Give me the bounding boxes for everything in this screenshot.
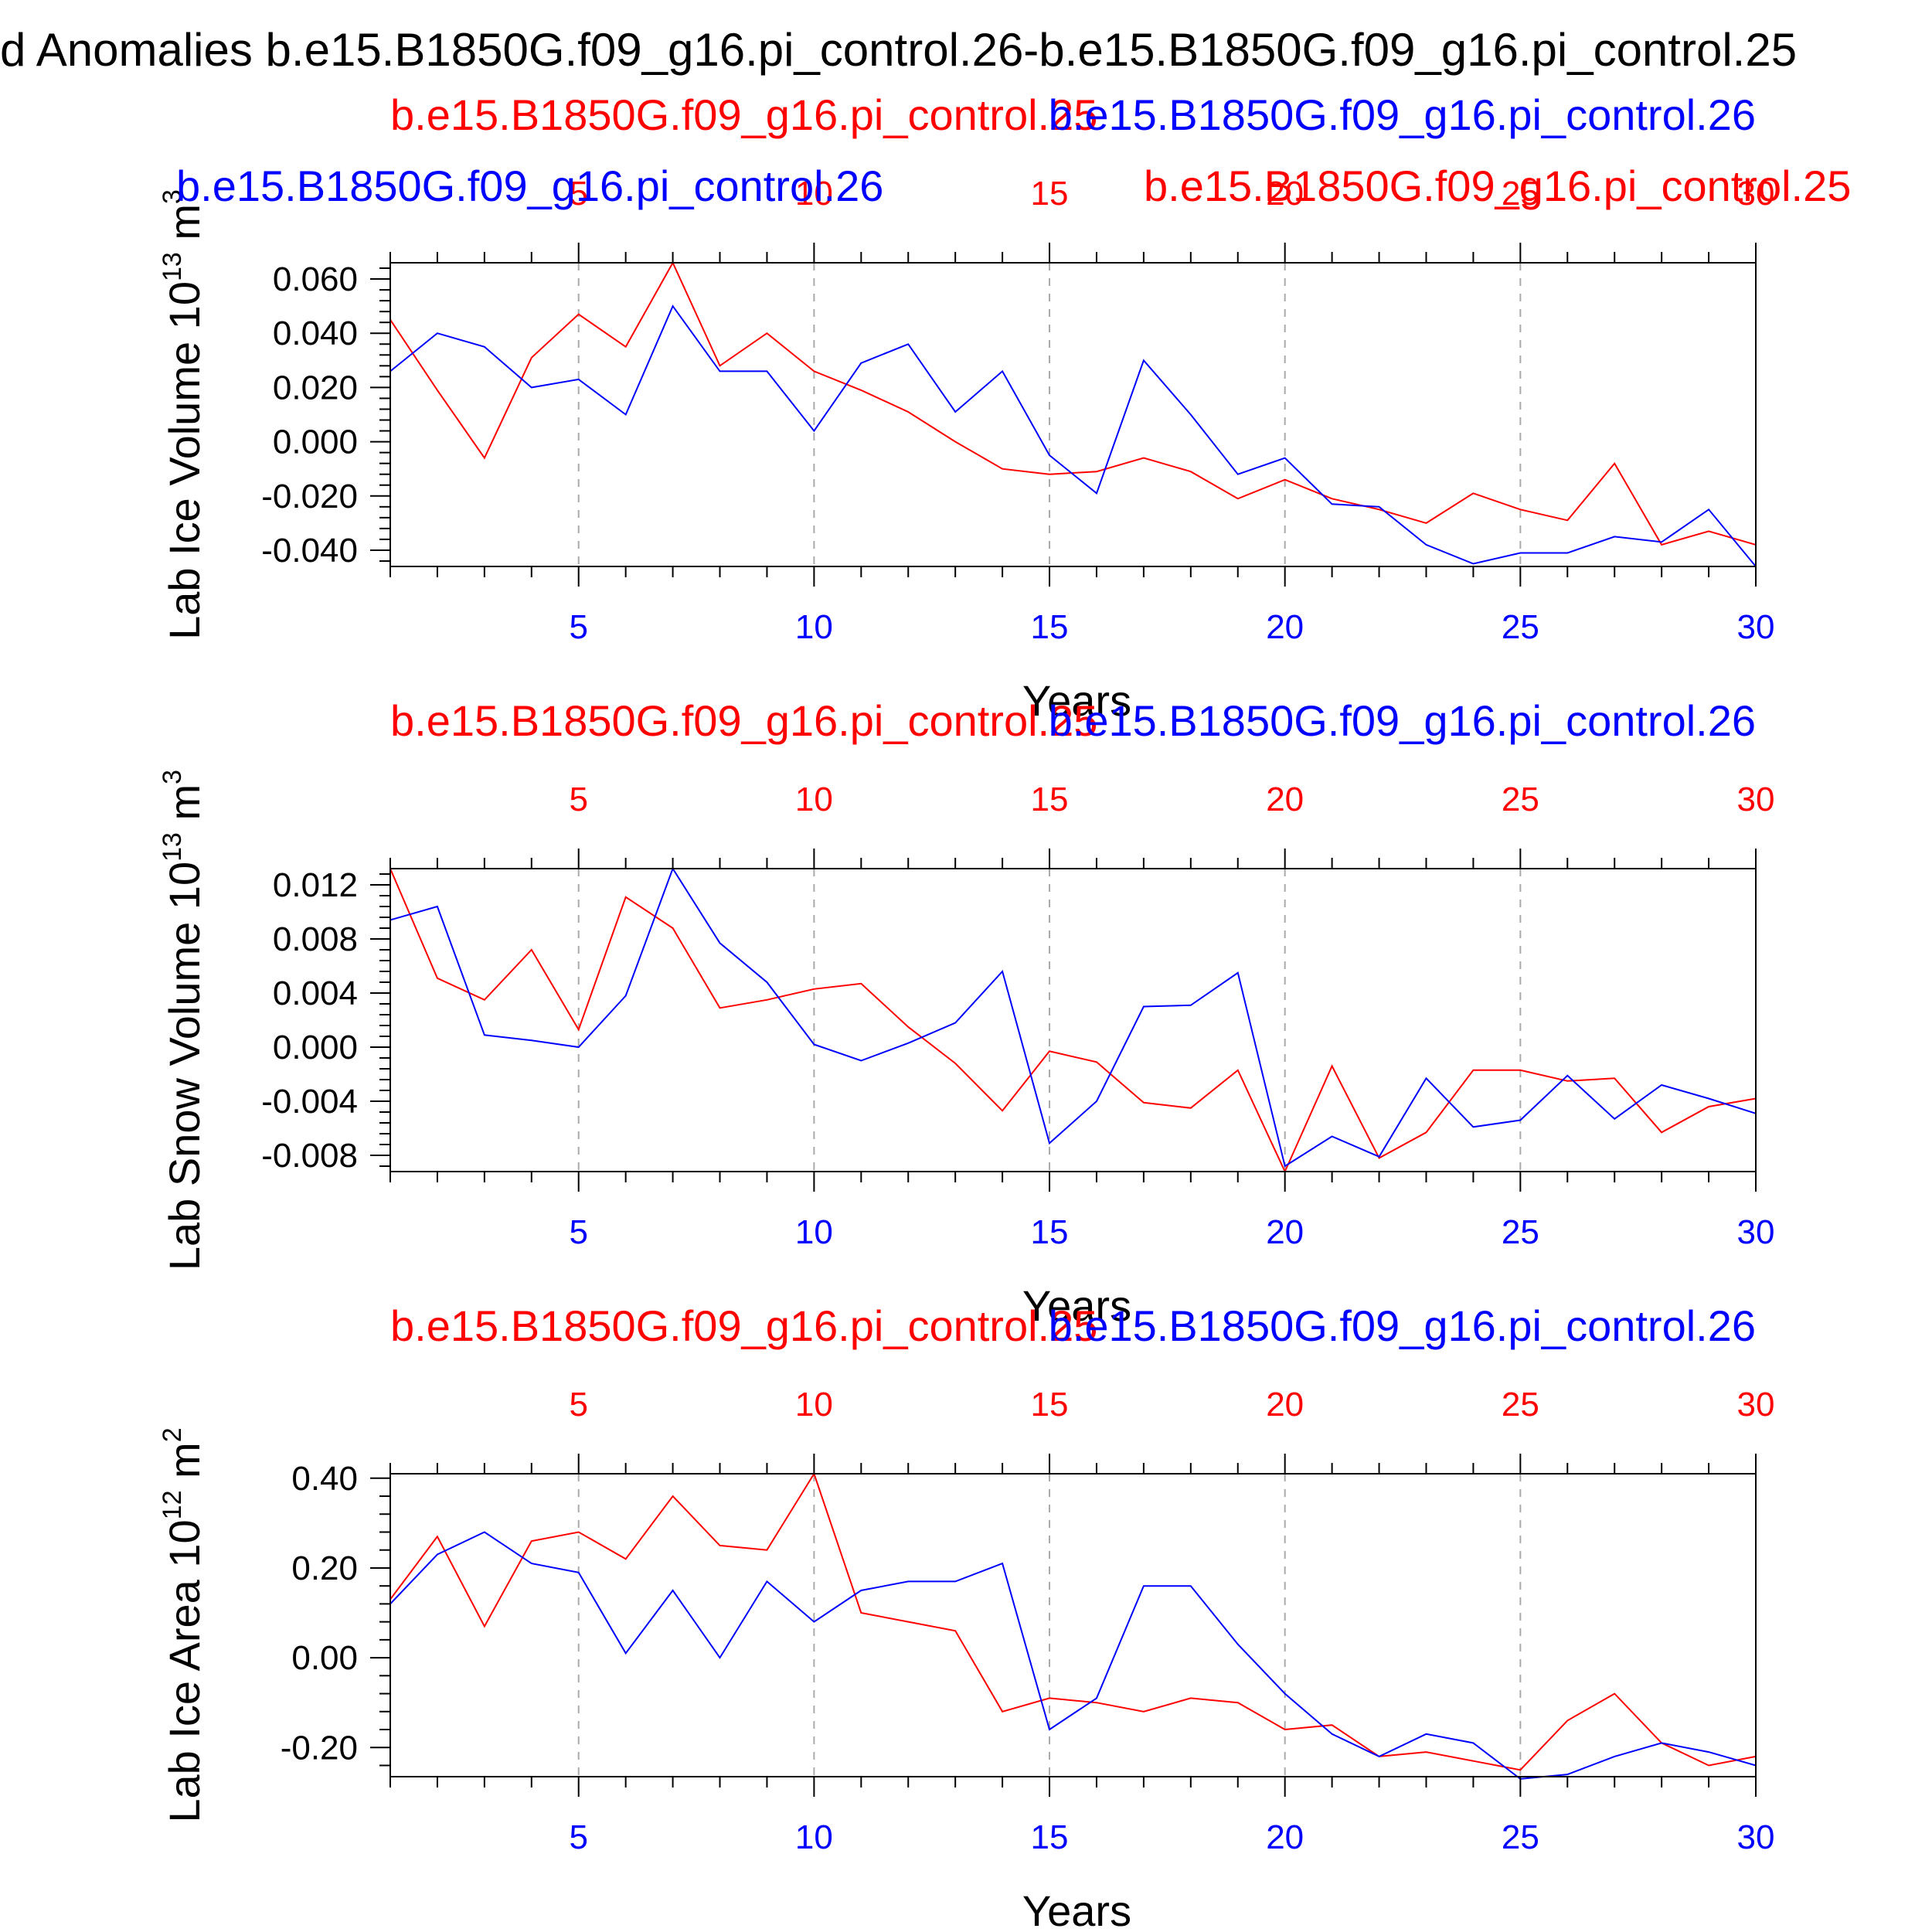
y-tick-label: 0.004 — [273, 975, 358, 1012]
x-axis-label: Years — [1022, 676, 1131, 725]
series-line — [389, 304, 1757, 567]
x-tick-label-top: 30 — [1737, 1386, 1775, 1423]
x-tick-label-top: 10 — [795, 175, 833, 213]
y-tick-label: 0.040 — [273, 315, 358, 352]
x-tick-label-bottom: 30 — [1737, 608, 1775, 646]
y-tick-label: 0.020 — [273, 369, 358, 406]
x-tick-label-bottom: 30 — [1737, 1213, 1775, 1251]
x-tick-label-bottom: 10 — [795, 608, 833, 646]
y-axis-label: Lab Ice Area 1012 m2 — [158, 1427, 209, 1822]
legend-label-run26: b.e15.B1850G.f09_g16.pi_control.26 — [1049, 90, 1756, 139]
panel-1: 5 5 10 10 15 15 20 20 25 25 30 30 -0.040 -0.020 0.000 0… — [158, 90, 1851, 725]
x-tick-label-bottom: 25 — [1502, 1213, 1539, 1251]
x-tick-label-top: 10 — [795, 1386, 833, 1423]
x-tick-label-bottom: 5 — [569, 1213, 587, 1251]
x-tick-label-top: 30 — [1737, 781, 1775, 818]
y-axis-label: Lab Snow Volume 1013 m3 — [158, 770, 209, 1270]
x-tick-label-bottom: 5 — [569, 608, 587, 646]
x-tick-label-bottom: 15 — [1031, 1213, 1069, 1251]
x-tick-label-top: 10 — [795, 781, 833, 818]
x-tick-label-top: 15 — [1031, 175, 1069, 213]
x-tick-label-top: 15 — [1031, 1386, 1069, 1423]
x-tick-label-bottom: 20 — [1266, 608, 1304, 646]
y-tick-label: 0.008 — [273, 920, 358, 958]
x-tick-label-bottom: 15 — [1031, 1818, 1069, 1856]
y-tick-label: -0.040 — [261, 532, 358, 570]
panel-2: 5 5 10 10 15 15 20 20 25 25 30 30 -0.008 -0.004 0.000 0… — [158, 696, 1774, 1330]
y-tick-label: 0.000 — [273, 423, 358, 461]
x-tick-label-bottom: 15 — [1031, 608, 1069, 646]
y-tick-label: 0.000 — [273, 1029, 358, 1066]
figure-title: d Anomalies b.e15.B1850G.f09_g16.pi_cont… — [0, 24, 1797, 76]
x-axis-label: Years — [1022, 1886, 1131, 1932]
plot-frame — [389, 1473, 1757, 1777]
x-axis-label: Years — [1022, 1281, 1131, 1330]
legend-label-run26: b.e15.B1850G.f09_g16.pi_control.26 — [1049, 1301, 1756, 1350]
x-tick-label-top: 25 — [1502, 1386, 1539, 1423]
x-tick-label-bottom: 30 — [1737, 1818, 1775, 1856]
x-tick-label-bottom: 25 — [1502, 1818, 1539, 1856]
x-tick-label-bottom: 10 — [795, 1818, 833, 1856]
y-axis-label: Lab Ice Volume 1013 m3 — [158, 189, 209, 640]
panel-3: 5 5 10 10 15 15 20 20 25 25 30 30 -0.20 0.00 0.20 0.40 L… — [158, 1301, 1774, 1932]
series-line — [389, 1531, 1757, 1780]
series-line — [389, 260, 1757, 546]
y-tick-label: -0.008 — [261, 1137, 358, 1175]
x-tick-label-bottom: 25 — [1502, 608, 1539, 646]
legend-label-run25: b.e15.B1850G.f09_g16.pi_control.25 — [390, 90, 1097, 139]
legend-label-run25: b.e15.B1850G.f09_g16.pi_control.25 — [390, 1301, 1097, 1350]
y-tick-label: 0.012 — [273, 866, 358, 904]
y-tick-label: 0.40 — [291, 1460, 358, 1498]
x-tick-label-top: 5 — [569, 1386, 587, 1423]
plot-frame — [389, 868, 1757, 1172]
series-line — [389, 866, 1757, 1168]
x-tick-label-top: 25 — [1502, 781, 1539, 818]
x-tick-label-top: 5 — [569, 175, 587, 213]
y-tick-label: 0.20 — [291, 1549, 358, 1587]
legend-extra-run26: b.e15.B1850G.f09_g16.pi_control.26 — [176, 162, 883, 210]
y-tick-label: 0.060 — [273, 260, 358, 298]
x-tick-label-bottom: 20 — [1266, 1213, 1304, 1251]
legend-label-run25: b.e15.B1850G.f09_g16.pi_control.25 — [390, 696, 1097, 745]
x-tick-label-top: 15 — [1031, 781, 1069, 818]
y-tick-label: 0.00 — [291, 1639, 358, 1677]
legend-extra-run25: b.e15.B1850G.f09_g16.pi_control.25 — [1144, 162, 1851, 210]
x-tick-label-top: 5 — [569, 781, 587, 818]
plot-frame — [389, 262, 1757, 567]
panels: 5 5 10 10 15 15 20 20 25 25 30 30 -0.040 -0.020 0.000 0… — [158, 90, 1851, 1932]
y-tick-label: -0.020 — [261, 478, 358, 515]
x-tick-label-top: 20 — [1266, 1386, 1304, 1423]
x-tick-label-bottom: 20 — [1266, 1818, 1304, 1856]
y-tick-label: -0.20 — [281, 1729, 358, 1767]
x-tick-label-top: 25 — [1502, 175, 1539, 213]
x-tick-label-top: 30 — [1737, 175, 1775, 213]
series-line — [389, 868, 1757, 1174]
x-tick-label-bottom: 5 — [569, 1818, 587, 1856]
y-tick-label: -0.004 — [261, 1083, 358, 1121]
series-line — [389, 1471, 1757, 1771]
x-tick-label-top: 20 — [1266, 781, 1304, 818]
legend-label-run26: b.e15.B1850G.f09_g16.pi_control.26 — [1049, 696, 1756, 745]
x-tick-label-bottom: 10 — [795, 1213, 833, 1251]
x-tick-label-top: 20 — [1266, 175, 1304, 213]
